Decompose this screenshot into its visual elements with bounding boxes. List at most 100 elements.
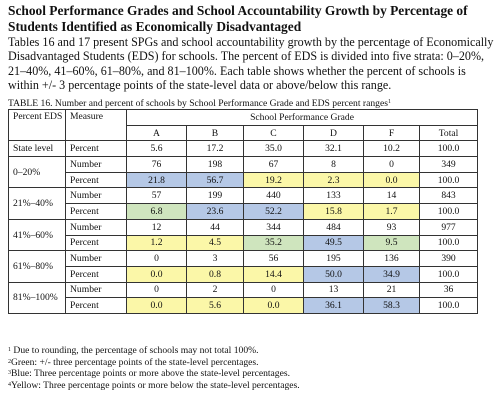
state-cell-f: 10.2	[363, 140, 420, 158]
measure-percent-label: Percent	[65, 203, 127, 220]
state-measure: Percent	[65, 140, 127, 158]
number-cell-total: 843	[418, 187, 479, 205]
number-cell-total: 390	[418, 250, 479, 267]
percent-cell-d: 49.5	[303, 234, 364, 252]
number-cell-total: 977	[418, 218, 479, 236]
number-cell-d: 484	[303, 218, 364, 236]
percent-cell-c: 35.2	[243, 234, 304, 252]
table-body: State level Percent 5.6 17.2 35.0 32.1 1…	[8, 140, 479, 314]
intro-paragraph: Tables 16 and 17 present SPGs and school…	[8, 35, 494, 93]
percent-cell-f: 9.5	[363, 234, 420, 252]
footnote-4: 4Yellow: Three percentage points or more…	[8, 380, 300, 392]
percent-cell-b: 5.6	[186, 297, 244, 314]
percent-cell-f: 0.0	[363, 171, 420, 189]
number-cell-b: 2	[186, 281, 244, 299]
number-cell-f: 0	[363, 156, 420, 173]
number-cell-d: 195	[303, 250, 364, 267]
number-cell-total: 349	[418, 156, 479, 173]
number-cell-c: 344	[243, 218, 304, 236]
caption-footnote-marker: 1	[387, 99, 391, 105]
number-cell-d: 13	[303, 281, 364, 299]
number-cell-d: 8	[303, 156, 364, 173]
stratum-label: 61%–80%	[8, 250, 66, 283]
number-cell-total: 36	[418, 281, 479, 299]
measure-number-label: Number	[65, 281, 127, 299]
state-cell-a: 5.6	[126, 140, 187, 158]
header-grade-b: B	[186, 124, 244, 142]
header-spg-group: School Performance Grade	[125, 109, 479, 126]
percent-cell-b: 56.7	[186, 171, 244, 189]
percent-cell-c: 0.0	[243, 297, 304, 314]
number-cell-a: 57	[126, 187, 187, 205]
percent-cell-f: 34.9	[363, 265, 420, 283]
footnote-marker: 4	[8, 381, 11, 388]
percent-cell-total: 100.0	[418, 297, 479, 314]
percent-cell-total: 100.0	[418, 265, 479, 283]
table-row-number: 81%–100% Number 0 2 0 13 21 36	[8, 281, 479, 314]
table-caption-text: TABLE 16. Number and percent of schools …	[8, 98, 388, 109]
percent-cell-d: 36.1	[303, 297, 364, 314]
percent-cell-d: 50.0	[303, 265, 364, 283]
number-cell-b: 3	[186, 250, 244, 267]
number-cell-a: 12	[126, 218, 187, 236]
number-cell-c: 56	[243, 250, 304, 267]
number-cell-a: 76	[126, 156, 187, 173]
percent-cell-f: 1.7	[363, 203, 420, 220]
percent-cell-total: 100.0	[418, 234, 479, 252]
footnotes: 1 Due to rounding, the percentage of sch…	[8, 345, 300, 391]
number-cell-d: 133	[303, 187, 364, 205]
footnote-text: Yellow: Three percentage points or more …	[11, 379, 300, 391]
table-row-number: 0–20% Number 76 198 67 8 0 349	[8, 156, 479, 189]
state-cell-d: 32.1	[303, 140, 364, 158]
number-cell-f: 21	[363, 281, 420, 299]
footnote-2: 2Green: +/- three percentage points of t…	[8, 357, 300, 369]
footnote-3: 3Blue: Three percentage points or more a…	[8, 368, 300, 380]
table-row-number: 41%–60% Number 12 44 344 484 93 977	[8, 218, 479, 252]
number-cell-b: 199	[186, 187, 244, 205]
percent-cell-b: 4.5	[186, 234, 244, 252]
measure-number-label: Number	[65, 156, 127, 173]
percent-cell-a: 0.0	[126, 297, 187, 314]
footnote-marker: 1	[8, 347, 11, 353]
number-cell-f: 136	[363, 250, 420, 267]
number-cell-f: 93	[363, 218, 420, 236]
stratum-label: 21%–40%	[8, 187, 66, 220]
measure-number-label: Number	[65, 187, 127, 205]
number-cell-f: 14	[363, 187, 420, 205]
number-cell-a: 0	[126, 281, 187, 299]
number-cell-c: 67	[243, 156, 304, 173]
header-total: Total	[418, 124, 479, 142]
state-cell-total: 100.0	[418, 140, 479, 158]
footnote-text: Blue: Three percentage points or more ab…	[11, 368, 290, 379]
percent-cell-d: 15.8	[303, 203, 364, 220]
table-row-percent: Percent 1.2 4.5 35.2 49.5 9.5 100.0	[9, 234, 479, 252]
percent-cell-total: 100.0	[418, 171, 479, 189]
header-grade-c: C	[243, 124, 304, 142]
header-grade-a: A	[126, 124, 187, 142]
table-caption: TABLE 16. Number and percent of schools …	[8, 98, 391, 109]
footnote-marker: 3	[8, 370, 11, 376]
percent-cell-d: 2.3	[303, 171, 364, 189]
table-row-percent: Percent 6.8 23.6 52.2 15.8 1.7 100.0	[9, 203, 479, 220]
stratum-label: 41%–60%	[8, 218, 66, 252]
number-cell-c: 0	[243, 281, 304, 299]
state-cell-c: 35.0	[243, 140, 304, 158]
percent-cell-b: 0.8	[186, 265, 244, 283]
state-cell-b: 17.2	[186, 140, 244, 158]
measure-percent-label: Percent	[65, 297, 127, 314]
percent-cell-b: 23.6	[186, 203, 244, 220]
header-grade-f: F	[363, 124, 420, 142]
table-row-state: State level Percent 5.6 17.2 35.0 32.1 1…	[8, 140, 479, 158]
table-row-number: 21%–40% Number 57 199 440 133 14 843	[8, 187, 479, 220]
percent-cell-a: 21.8	[126, 171, 187, 189]
number-cell-a: 0	[126, 250, 187, 267]
measure-number-label: Number	[65, 218, 127, 236]
percent-cell-f: 58.3	[363, 297, 420, 314]
footnote-text: Due to rounding, the percentage of schoo…	[13, 345, 259, 356]
footnote-marker: 2	[8, 358, 11, 365]
header-measure: Measure	[65, 108, 127, 142]
measure-number-label: Number	[65, 250, 127, 267]
percent-cell-a: 1.2	[126, 234, 187, 252]
number-cell-b: 198	[186, 156, 244, 173]
